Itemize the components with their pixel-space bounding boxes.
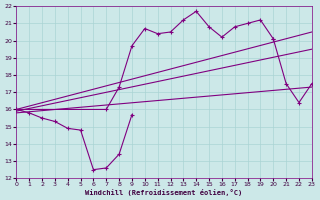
X-axis label: Windchill (Refroidissement éolien,°C): Windchill (Refroidissement éolien,°C) (85, 189, 243, 196)
